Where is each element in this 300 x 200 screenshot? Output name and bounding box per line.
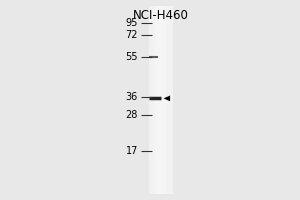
Text: 72: 72 <box>125 30 138 40</box>
Text: 36: 36 <box>126 92 138 102</box>
Text: NCI-H460: NCI-H460 <box>133 9 188 22</box>
Text: 28: 28 <box>126 110 138 120</box>
Bar <box>154 6 166 194</box>
Bar <box>148 6 172 194</box>
Text: 55: 55 <box>125 52 138 62</box>
Polygon shape <box>164 96 170 101</box>
Text: 95: 95 <box>126 18 138 28</box>
Text: 17: 17 <box>126 146 138 156</box>
